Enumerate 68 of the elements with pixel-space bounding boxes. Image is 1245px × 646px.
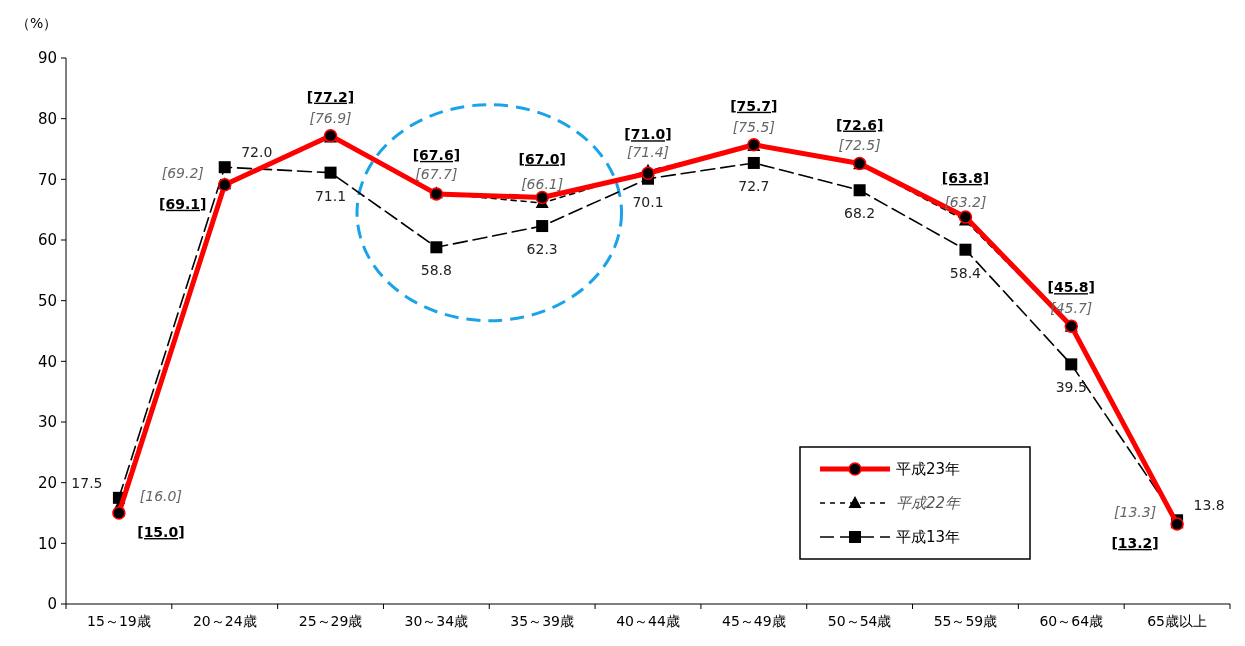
x-tick-label: 40～44歳 xyxy=(616,613,680,629)
data-label: [67.0] xyxy=(518,150,566,167)
y-axis-title: （%） xyxy=(16,15,58,31)
data-label: [13.2] xyxy=(1111,534,1159,551)
data-label: 72.0 xyxy=(241,144,273,161)
x-tick-label: 55～59歳 xyxy=(933,613,998,629)
data-label: [15.0] xyxy=(137,524,185,540)
x-tick-label: 45～49歳 xyxy=(722,613,786,629)
x-tick-label: 30～34歳 xyxy=(404,613,469,629)
data-label: [16.0] xyxy=(139,487,182,504)
data-label: 68.2 xyxy=(844,205,876,222)
point xyxy=(747,156,760,169)
point xyxy=(853,184,866,197)
data-label: [71.0] xyxy=(624,126,672,143)
y-tick-label: 70 xyxy=(37,170,57,189)
data-label: [76.9] xyxy=(309,110,352,127)
data-label: 58.8 xyxy=(420,262,452,279)
data-label: 17.5 xyxy=(71,474,103,491)
x-tick-label: 20～24歳 xyxy=(192,613,257,629)
point xyxy=(1065,358,1078,371)
x-tick-label: 65歳以上 xyxy=(1147,613,1208,629)
data-label: [67.7] xyxy=(415,166,458,183)
x-tick-label: 25～29歳 xyxy=(298,613,363,629)
data-label: 39.5 xyxy=(1055,379,1087,396)
y-tick-label: 40 xyxy=(37,352,57,371)
data-label: [63.2] xyxy=(944,193,987,210)
data-label: [67.6] xyxy=(412,146,461,163)
data-label: [69.1] xyxy=(159,195,207,212)
y-tick-label: 30 xyxy=(37,413,57,432)
y-tick-label: 50 xyxy=(37,291,57,310)
data-label: [75.5] xyxy=(732,118,775,135)
data-label: [66.1] xyxy=(521,175,564,192)
data-label: 71.1 xyxy=(314,187,347,204)
point xyxy=(218,161,231,174)
legend-label: 平成23年 xyxy=(896,460,961,479)
data-label: [45.8] xyxy=(1047,279,1095,296)
data-label: [69.2] xyxy=(161,165,204,182)
data-label: [71.4] xyxy=(626,143,670,160)
y-tick-label: 90 xyxy=(37,49,57,68)
data-label: [72.5] xyxy=(838,137,881,154)
point xyxy=(959,243,972,256)
legend-label: 平成13年 xyxy=(896,528,961,547)
data-label: 58.4 xyxy=(949,264,982,281)
y-tick-label: 0 xyxy=(47,595,57,614)
data-label: [72.6] xyxy=(835,116,884,133)
data-label: [13.3] xyxy=(1114,504,1157,521)
data-label: [77.2] xyxy=(306,88,355,105)
data-label: 72.7 xyxy=(738,177,770,194)
point xyxy=(536,220,549,233)
point xyxy=(112,506,126,520)
data-label: [63.8] xyxy=(941,169,990,186)
data-label: [75.7] xyxy=(730,97,778,114)
y-tick-label: 60 xyxy=(37,231,57,250)
x-tick-label: 50～54歳 xyxy=(827,613,892,629)
data-label: 70.1 xyxy=(632,193,664,210)
data-label: 13.8 xyxy=(1193,497,1225,514)
data-label: 62.3 xyxy=(526,241,558,258)
y-tick-label: 20 xyxy=(37,473,57,492)
y-tick-label: 80 xyxy=(37,109,57,128)
x-tick-label: 35～39歳 xyxy=(510,613,574,629)
point xyxy=(535,190,549,205)
y-tick-label: 10 xyxy=(37,534,57,553)
legend-label: 平成22年 xyxy=(896,494,963,513)
point xyxy=(324,166,337,179)
x-tick-label: 60～64歳 xyxy=(1039,613,1104,629)
x-tick-label: 15～19歳 xyxy=(87,613,151,629)
point xyxy=(430,241,443,254)
point xyxy=(641,166,655,181)
